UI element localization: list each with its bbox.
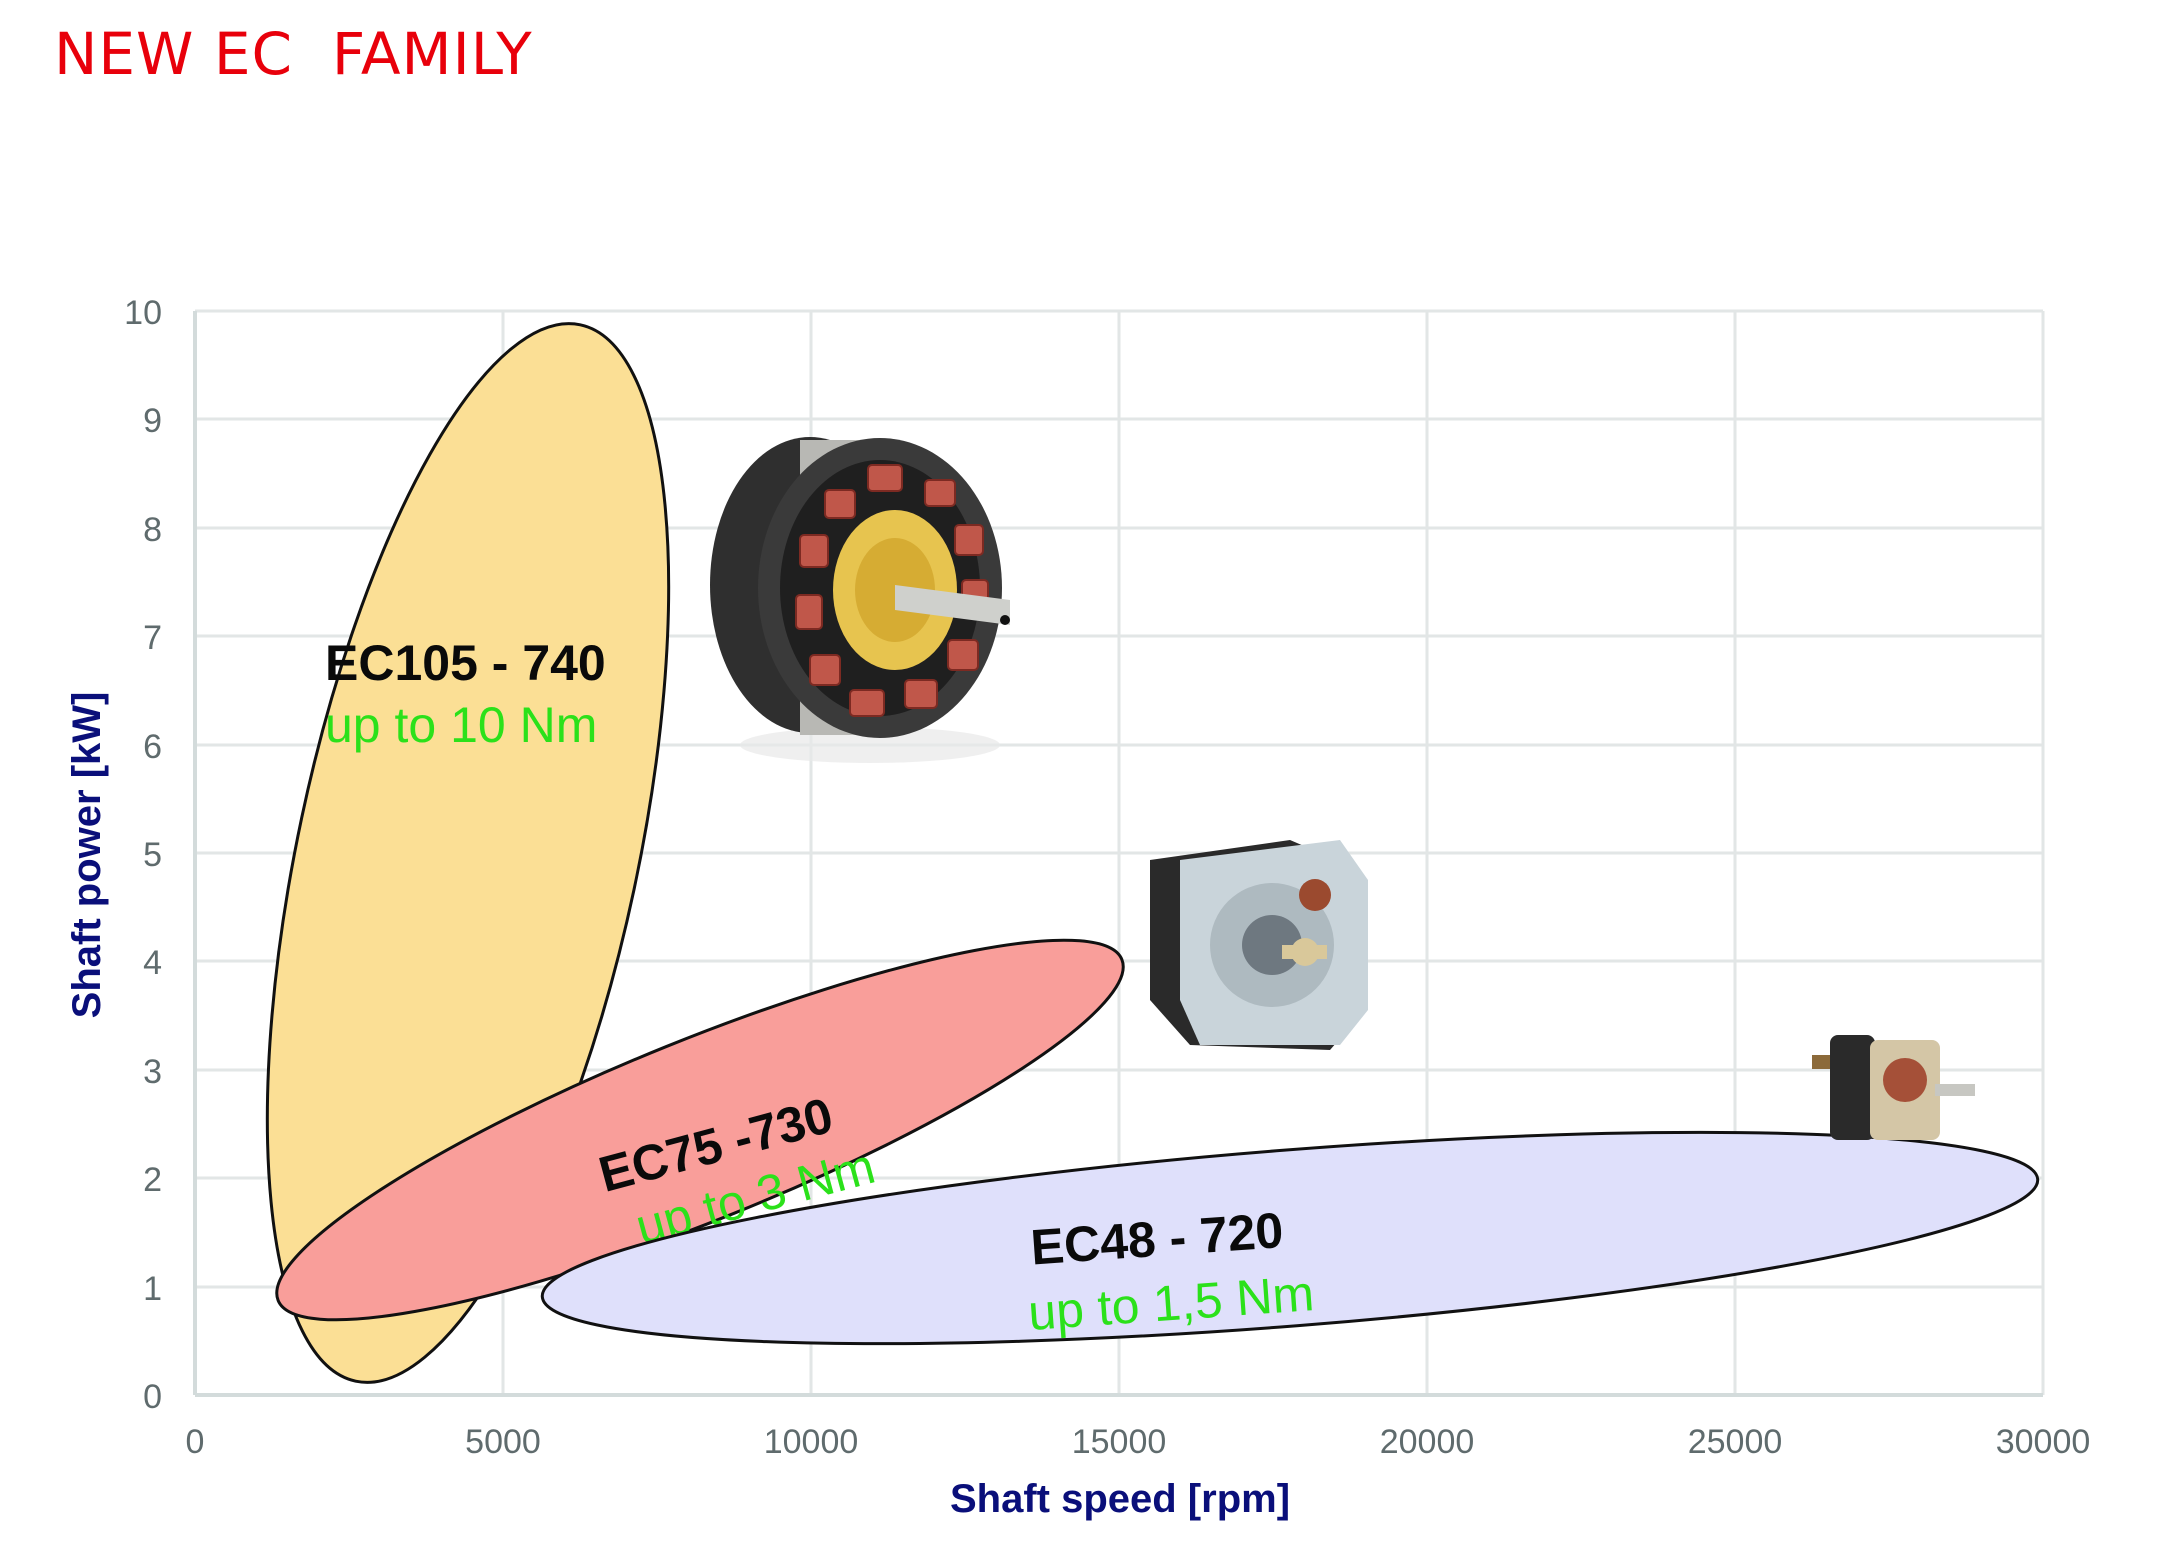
svg-text:20000: 20000 — [1380, 1423, 1475, 1461]
ec48-motor-photo — [1812, 1035, 1975, 1140]
y-axis-label: Shaft power [kW] — [65, 692, 109, 1019]
ec75-motor-photo — [1150, 840, 1368, 1050]
svg-text:up to 10 Nm: up to 10 Nm — [325, 697, 597, 753]
x-tick-labels: 0 5000 10000 15000 20000 25000 30000 — [186, 1423, 2091, 1461]
svg-text:25000: 25000 — [1688, 1423, 1783, 1461]
axes — [193, 311, 2043, 1397]
x-axis-label: Shaft speed [rpm] — [950, 1477, 1290, 1521]
svg-text:9: 9 — [143, 402, 162, 440]
svg-text:10000: 10000 — [764, 1423, 859, 1461]
svg-text:4: 4 — [143, 944, 162, 982]
svg-text:30000: 30000 — [1996, 1423, 2091, 1461]
svg-text:6: 6 — [143, 728, 162, 766]
svg-text:0: 0 — [143, 1378, 162, 1416]
svg-text:5: 5 — [143, 836, 162, 874]
svg-text:3: 3 — [143, 1053, 162, 1091]
page-title: NEW EC FAMILY — [54, 20, 533, 88]
svg-text:2: 2 — [143, 1161, 162, 1199]
svg-text:5000: 5000 — [465, 1423, 541, 1461]
ec75-region: EC75 -730 up to 3 Nm — [275, 938, 1125, 1322]
svg-text:10: 10 — [124, 294, 162, 332]
svg-text:7: 7 — [143, 619, 162, 657]
svg-text:8: 8 — [143, 511, 162, 549]
svg-text:15000: 15000 — [1072, 1423, 1167, 1461]
ec105-motor-photo — [710, 437, 1010, 763]
svg-text:1: 1 — [143, 1270, 162, 1308]
ec105-region: EC105 - 740 up to 10 Nm — [265, 322, 671, 1384]
ec48-region: EC48 - 720 up to 1,5 Nm — [540, 1130, 2040, 1346]
svg-text:0: 0 — [186, 1423, 205, 1461]
y-tick-labels: 0 1 2 3 4 5 6 7 8 9 10 — [124, 294, 162, 1416]
svg-text:EC105 - 740: EC105 - 740 — [325, 635, 606, 691]
